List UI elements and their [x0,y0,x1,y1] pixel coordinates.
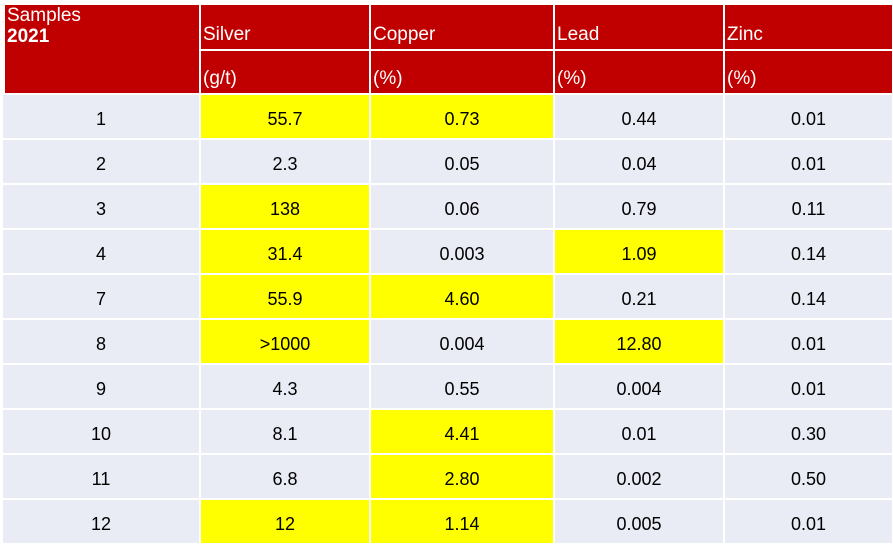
silver-value-cell: 2.3 [199,140,369,185]
zinc-value-cell: 0.14 [723,275,892,320]
table-row: 1 55.7 0.73 0.44 0.01 [3,95,892,140]
silver-value-cell: 55.9 [199,275,369,320]
lead-value-cell: 0.44 [553,95,723,140]
sample-id-cell: 3 [3,185,199,230]
lead-value-cell: 0.002 [553,455,723,500]
zinc-value-cell: 0.30 [723,410,892,455]
copper-value-cell: 0.05 [369,140,553,185]
column-unit-silver: (g/t) [199,51,369,95]
zinc-value-cell: 0.01 [723,365,892,410]
sample-id-cell: 11 [3,455,199,500]
assay-results-table: Samples 2021 Silver Copper Lead Zinc (g/… [3,5,892,545]
column-unit-copper: (%) [369,51,553,95]
assay-table-container: Samples 2021 Silver Copper Lead Zinc (g/… [3,5,892,545]
copper-value-cell: 0.003 [369,230,553,275]
column-header-lead: Lead [553,5,723,51]
lead-value-cell: 0.01 [553,410,723,455]
header-row-names: Samples 2021 Silver Copper Lead Zinc [3,5,892,95]
lead-value-cell: 0.04 [553,140,723,185]
lead-value-cell: 0.004 [553,365,723,410]
table-row: 3 138 0.06 0.79 0.11 [3,185,892,230]
table-body: 1 55.7 0.73 0.44 0.01 2 2.3 0.05 0.04 0.01 3 138 0.0… [3,95,892,545]
table-row: 12 12 1.14 0.005 0.01 [3,500,892,545]
sample-id-cell: 2 [3,140,199,185]
sample-id-cell: 7 [3,275,199,320]
table-row: 9 4.3 0.55 0.004 0.01 [3,365,892,410]
copper-value-cell: 0.06 [369,185,553,230]
copper-value-cell: 2.80 [369,455,553,500]
lead-value-cell: 0.005 [553,500,723,545]
zinc-value-cell: 0.14 [723,230,892,275]
copper-value-cell: 0.004 [369,320,553,365]
column-unit-lead: (%) [553,51,723,95]
copper-value-cell: 0.55 [369,365,553,410]
silver-value-cell: 4.3 [199,365,369,410]
sample-id-cell: 10 [3,410,199,455]
table-row: 2 2.3 0.05 0.04 0.01 [3,140,892,185]
samples-label: Samples [7,5,81,26]
sample-id-cell: 12 [3,500,199,545]
lead-value-cell: 0.21 [553,275,723,320]
zinc-value-cell: 0.01 [723,500,892,545]
sample-id-cell: 4 [3,230,199,275]
table-row: 8 >1000 0.004 12.80 0.01 [3,320,892,365]
year-label: 2021 [7,26,50,47]
table-header: Samples 2021 Silver Copper Lead Zinc (g/… [3,5,892,95]
silver-value-cell: 138 [199,185,369,230]
silver-value-cell: 8.1 [199,410,369,455]
copper-value-cell: 4.41 [369,410,553,455]
table-row: 10 8.1 4.41 0.01 0.30 [3,410,892,455]
lead-value-cell: 1.09 [553,230,723,275]
header-row-units: (g/t) (%) (%) (%) [3,51,892,95]
column-header-silver: Silver [199,5,369,51]
corner-header-cell: Samples 2021 [3,5,199,95]
lead-value-cell: 12.80 [553,320,723,365]
silver-value-cell: 31.4 [199,230,369,275]
copper-value-cell: 0.73 [369,95,553,140]
table-row: 11 6.8 2.80 0.002 0.50 [3,455,892,500]
zinc-value-cell: 0.50 [723,455,892,500]
copper-value-cell: 4.60 [369,275,553,320]
lead-value-cell: 0.79 [553,185,723,230]
column-header-copper: Copper [369,5,553,51]
column-unit-zinc: (%) [723,51,892,95]
column-header-zinc: Zinc [723,5,892,51]
copper-value-cell: 1.14 [369,500,553,545]
sample-id-cell: 8 [3,320,199,365]
silver-value-cell: 12 [199,500,369,545]
zinc-value-cell: 0.01 [723,95,892,140]
zinc-value-cell: 0.01 [723,320,892,365]
sample-id-cell: 1 [3,95,199,140]
table-row: 4 31.4 0.003 1.09 0.14 [3,230,892,275]
zinc-value-cell: 0.01 [723,140,892,185]
sample-id-cell: 9 [3,365,199,410]
silver-value-cell: 55.7 [199,95,369,140]
silver-value-cell: >1000 [199,320,369,365]
silver-value-cell: 6.8 [199,455,369,500]
zinc-value-cell: 0.11 [723,185,892,230]
table-row: 7 55.9 4.60 0.21 0.14 [3,275,892,320]
